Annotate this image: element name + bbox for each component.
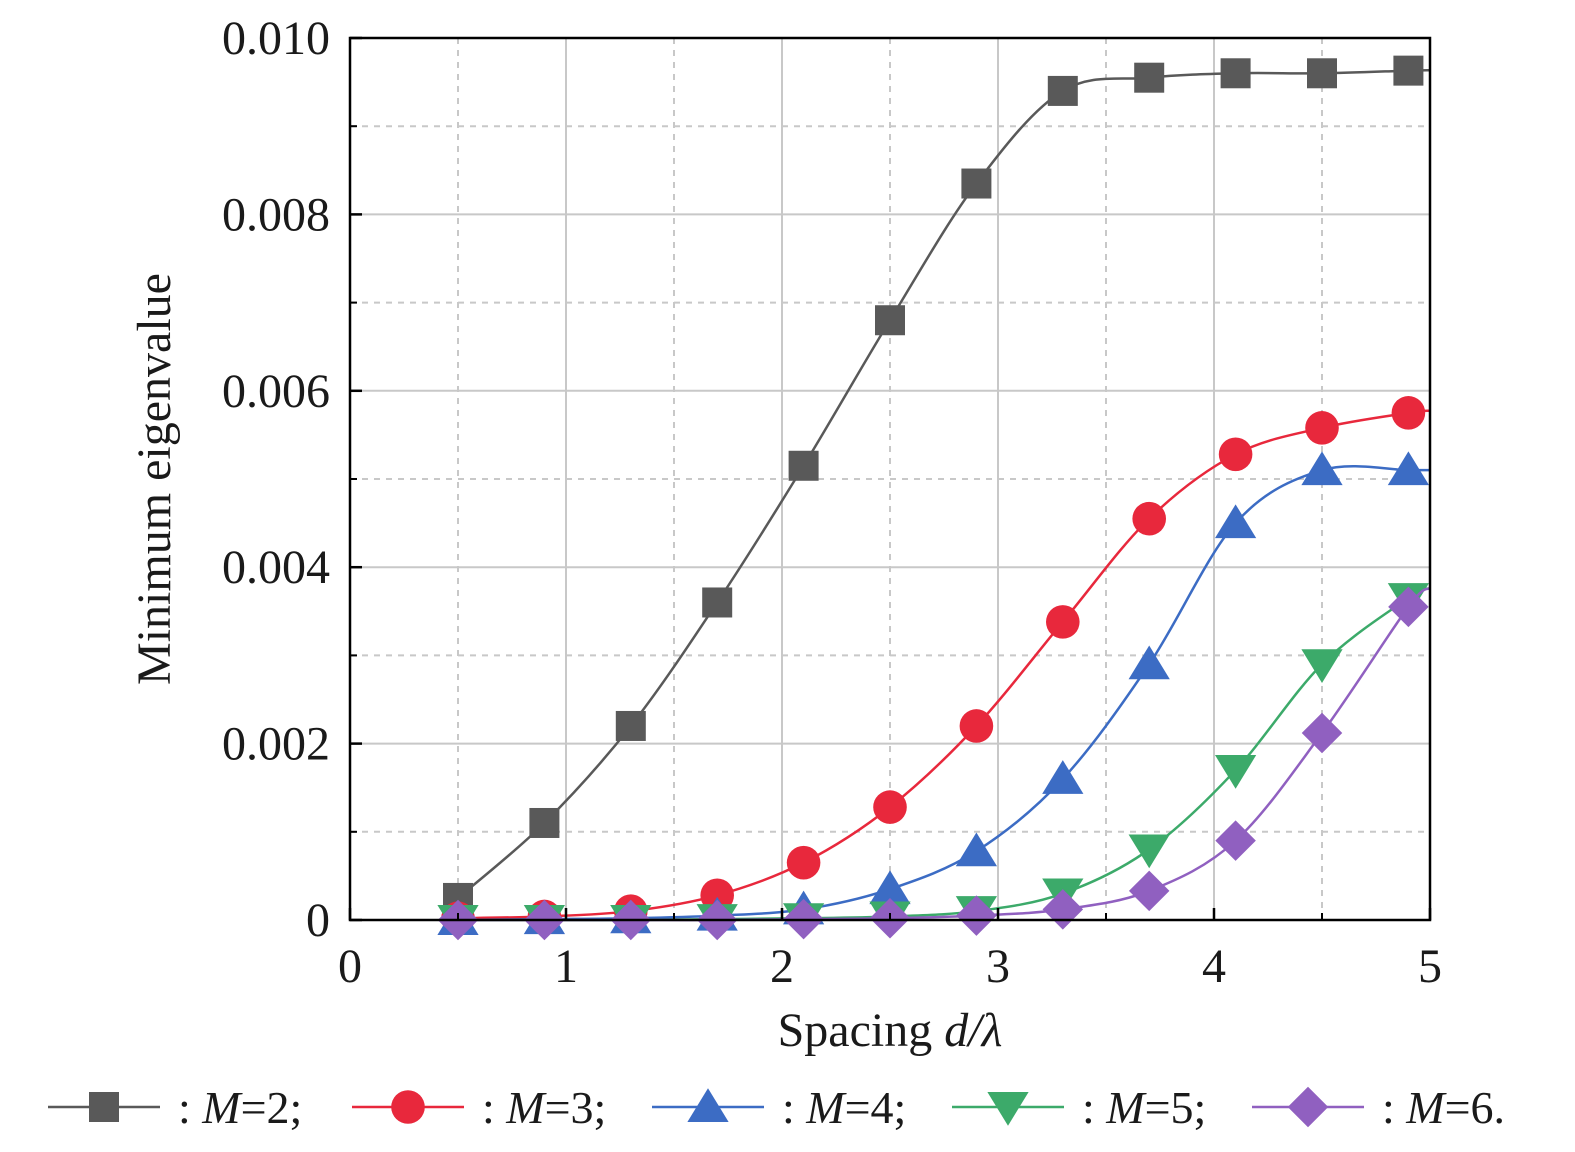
data-point [869, 870, 911, 905]
legend-label: : M=2; [178, 1082, 302, 1133]
legend-label: : M=3; [482, 1082, 606, 1133]
x-tick-label: 5 [1418, 940, 1442, 993]
y-tick-label: 0.010 [222, 12, 330, 65]
legend-marker [687, 1088, 729, 1122]
y-tick-label: 0.006 [222, 365, 330, 418]
series-m-3 [441, 396, 1431, 936]
legend-label: : M=5; [1082, 1082, 1206, 1133]
data-point [1220, 58, 1251, 89]
legend-item: : M=3; [352, 1082, 606, 1133]
data-point [1218, 437, 1253, 472]
x-tick-label: 4 [1202, 940, 1226, 993]
legend-marker [391, 1090, 425, 1124]
x-tick-label: 1 [554, 940, 578, 993]
data-point [1134, 62, 1165, 93]
data-point [1388, 586, 1429, 628]
data-point [788, 450, 819, 481]
y-axis-title: Minimum eigenvalue [128, 273, 181, 685]
series-line [457, 409, 1431, 920]
data-point [873, 790, 907, 824]
legend-item: : M=4; [652, 1082, 906, 1133]
data-point [959, 709, 994, 743]
data-point [1042, 760, 1084, 794]
data-point [1042, 889, 1084, 930]
series-m-2 [443, 55, 1431, 913]
data-point [529, 807, 560, 838]
legend-item: : M=5; [952, 1082, 1206, 1133]
legend-marker [89, 1092, 119, 1122]
data-point [700, 878, 734, 913]
data-point [1387, 451, 1430, 486]
legend-label: : M=6. [1382, 1082, 1505, 1133]
legend-item: : M=2; [48, 1082, 302, 1133]
data-point [1214, 504, 1257, 539]
y-tick-label: 0.002 [222, 718, 330, 771]
legend-marker [987, 1092, 1029, 1126]
x-axis-title: Spacing d/λ [778, 1004, 1003, 1057]
data-point [702, 587, 733, 618]
series-line [457, 586, 1431, 922]
data-point [1301, 649, 1343, 683]
data-point [1214, 755, 1257, 789]
data-point [956, 895, 997, 936]
data-point [1301, 712, 1343, 754]
data-point [1128, 645, 1170, 680]
data-point [1046, 605, 1080, 639]
legend-marker [1287, 1086, 1329, 1128]
tick-labels: 0 1 2 3 4 5 0 0.002 0.004 0.006 0.008 0.010 [222, 12, 1442, 993]
data-point [1393, 55, 1424, 86]
data-point [1128, 834, 1170, 869]
data-point [1047, 75, 1078, 106]
y-tick-label: 0 [306, 894, 330, 947]
x-tick-label: 3 [986, 940, 1010, 993]
series-line [457, 586, 1431, 922]
series-layer [437, 55, 1431, 941]
data-point [1128, 870, 1170, 912]
series-line [457, 465, 1431, 922]
data-point [1215, 820, 1256, 861]
tick-marks [348, 36, 1432, 922]
data-point [961, 168, 992, 199]
y-tick-label: 0.008 [222, 188, 330, 241]
series-m-5 [437, 583, 1431, 939]
legend: : M=2; : M=3; : M=4; : M=5; : M=6. [48, 1082, 1505, 1133]
series-m-4 [437, 451, 1431, 935]
x-tick-label: 2 [770, 940, 794, 993]
y-tick-label: 0.004 [222, 541, 330, 594]
grid [350, 38, 1430, 920]
data-point [875, 305, 905, 336]
legend-item: : M=6. [1252, 1082, 1505, 1133]
data-point [615, 710, 646, 741]
data-point [1307, 58, 1337, 89]
data-point [1301, 451, 1343, 486]
data-point [1305, 411, 1339, 445]
x-tick-label: 0 [338, 940, 362, 993]
data-point [786, 845, 821, 880]
series-m-6 [437, 586, 1431, 941]
legend-label: : M=4; [782, 1082, 906, 1133]
data-point [955, 832, 998, 867]
data-point [1132, 501, 1166, 536]
data-point [1391, 396, 1426, 430]
